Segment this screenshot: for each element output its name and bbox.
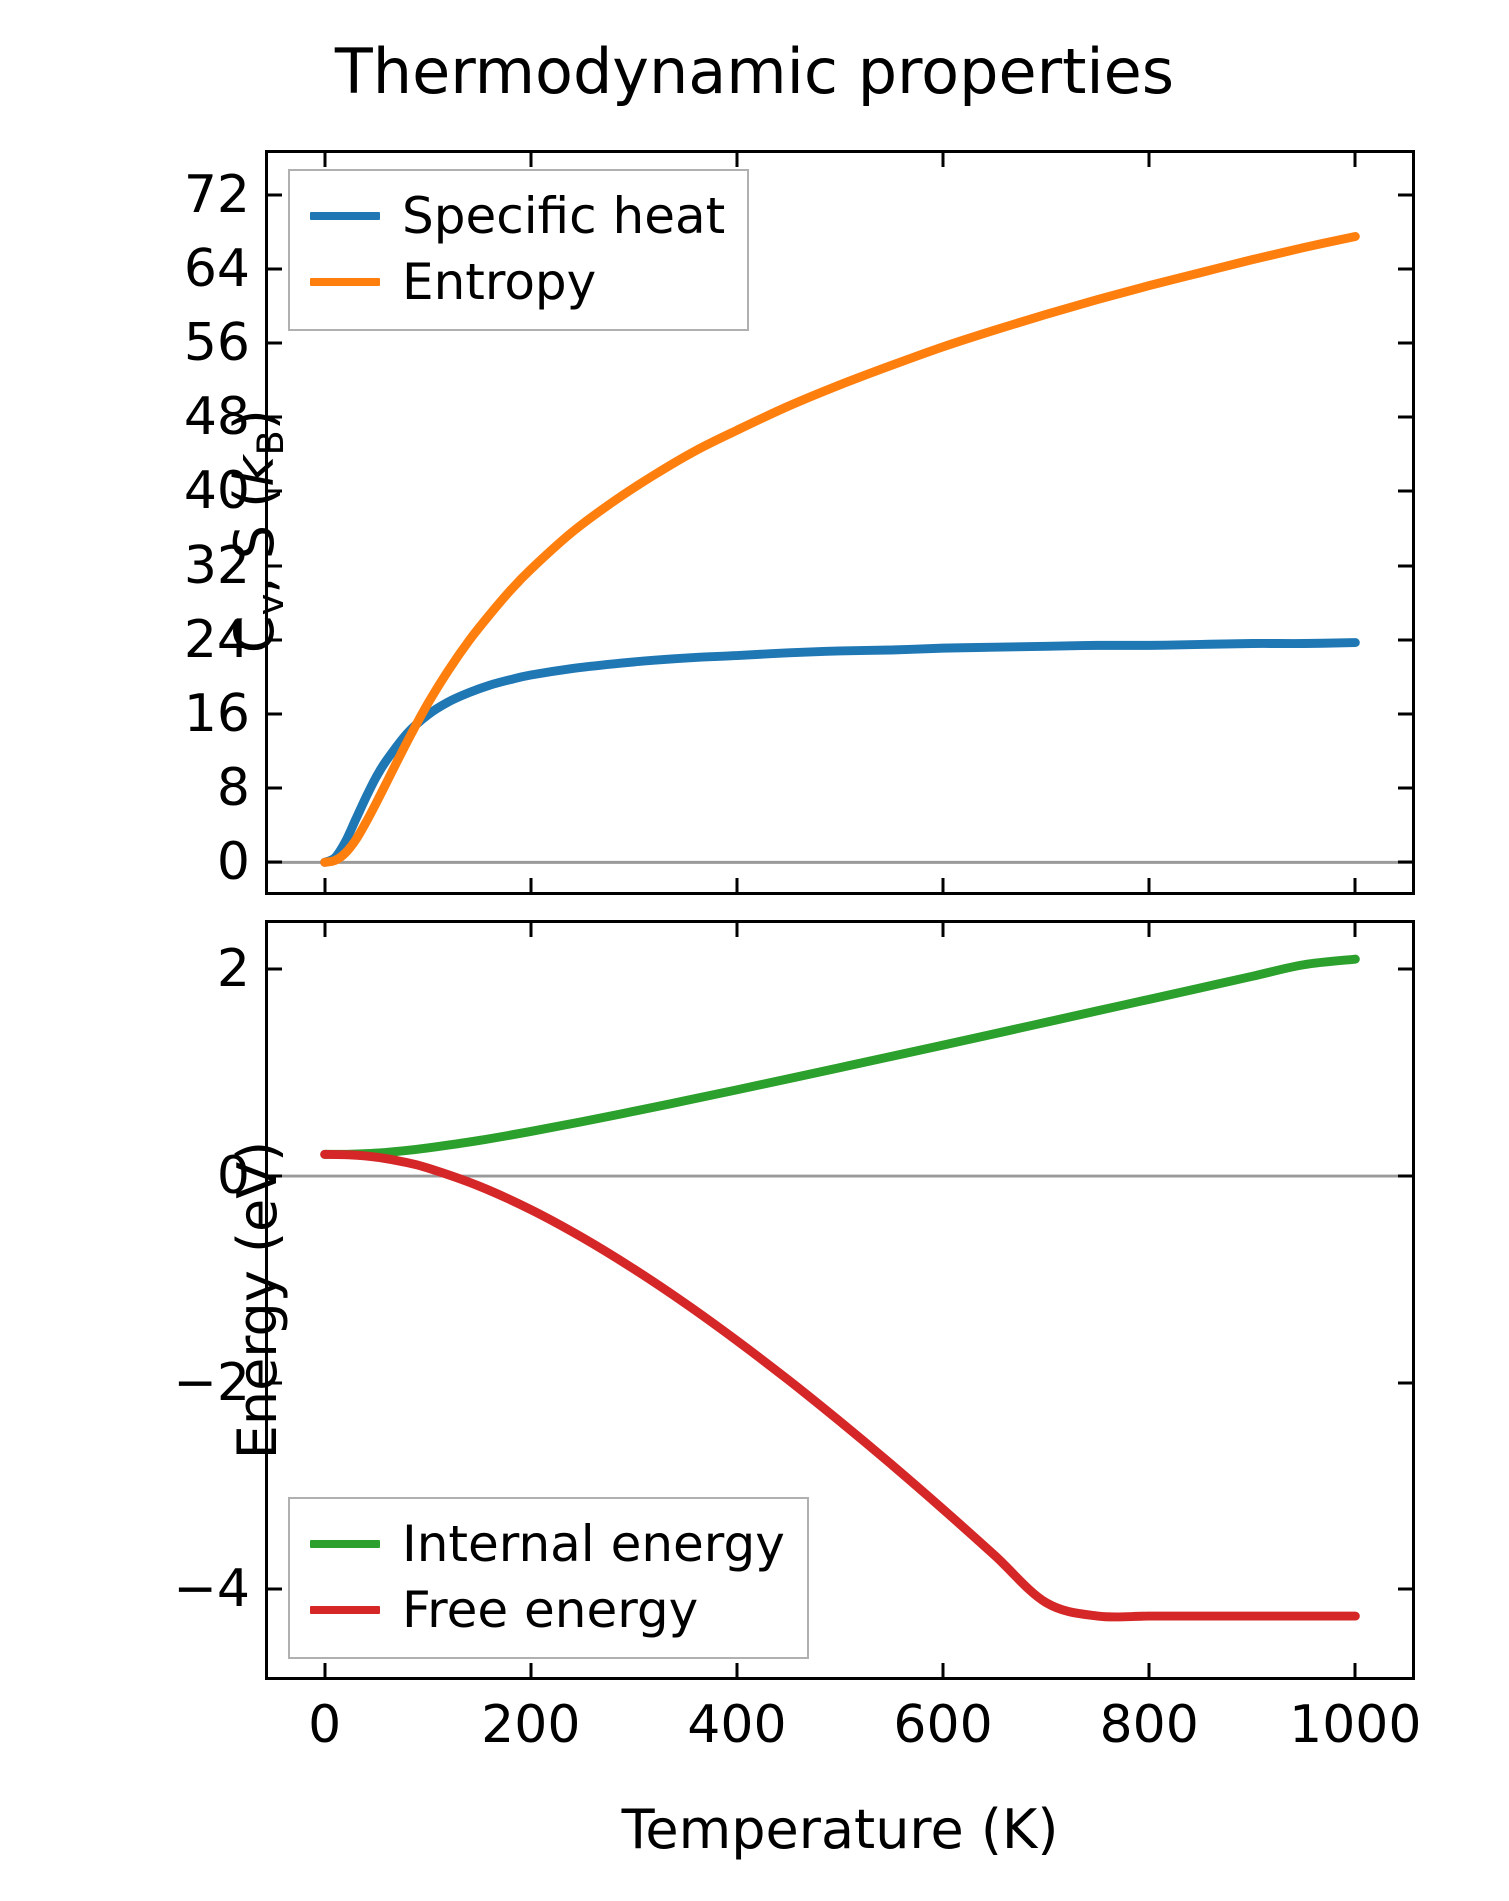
- legend-item[interactable]: Entropy: [310, 249, 725, 315]
- x-tick-mark: [1353, 878, 1357, 892]
- x-tick-label: 200: [481, 1695, 581, 1755]
- legend-swatch-free-energy: [310, 1606, 380, 1614]
- y-tick-label: 2: [216, 939, 250, 1000]
- x-tick-mark: [1147, 878, 1151, 892]
- x-tick-mark: [529, 1663, 533, 1677]
- y-tick-mark: [1398, 341, 1412, 345]
- x-tick-mark: [941, 878, 945, 892]
- x-tick-mark: [323, 153, 327, 167]
- x-axis-label: Temperature (K): [621, 1798, 1059, 1861]
- y-tick-mark: [268, 489, 282, 493]
- legend-label-entropy: Entropy: [402, 253, 597, 311]
- y-tick-mark: [1398, 712, 1412, 716]
- legend-label-free-energy: Free energy: [402, 1581, 699, 1639]
- y-tick-mark: [1398, 638, 1412, 642]
- x-tick-mark: [735, 923, 739, 937]
- y-tick-label: 0: [216, 832, 250, 893]
- top-plot-lines: [268, 231, 1412, 867]
- x-tick-mark: [323, 878, 327, 892]
- x-tick-mark: [941, 923, 945, 937]
- legend-label-internal-energy: Internal energy: [402, 1515, 785, 1573]
- y-tick-label: 8: [216, 758, 250, 819]
- x-tick-mark: [529, 878, 533, 892]
- top-plot-legend: Specific heat Entropy: [288, 169, 750, 331]
- y-tick-label: 72: [183, 164, 250, 225]
- y-tick-label: 0: [216, 1146, 250, 1207]
- x-tick-mark: [1353, 153, 1357, 167]
- x-tick-mark: [735, 1663, 739, 1677]
- x-tick-label: 1000: [1289, 1695, 1422, 1755]
- y-tick-label: 32: [183, 535, 250, 596]
- x-tick-mark: [735, 878, 739, 892]
- x-tick-mark: [529, 153, 533, 167]
- bottom-plot-legend: Internal energy Free energy: [288, 1497, 809, 1659]
- y-tick-label: 48: [183, 387, 250, 448]
- legend-item[interactable]: Internal energy: [310, 1511, 785, 1577]
- y-tick-mark: [268, 638, 282, 642]
- y-tick-mark: [268, 341, 282, 345]
- x-tick-label: 600: [893, 1695, 993, 1755]
- x-tick-label: 400: [687, 1695, 787, 1755]
- y-tick-mark: [268, 564, 282, 568]
- y-tick-label: 40: [183, 461, 250, 522]
- y-tick-label: 64: [183, 238, 250, 299]
- legend-item[interactable]: Specific heat: [310, 183, 725, 249]
- y-tick-mark: [268, 1587, 282, 1591]
- figure-title: Thermodynamic properties: [334, 35, 1175, 108]
- y-tick-mark: [1398, 564, 1412, 568]
- x-tick-mark: [529, 923, 533, 937]
- top-plot-axes: 0 8 16 24 32 40 48 56 64 72 Cv, S (kB) Specific h…: [184, 150, 1415, 895]
- series-line-internal-energy: [320, 954, 1360, 1159]
- bottom-plot-axes: −4 −2 0 2 0 200 400 600 800 1000 Energy (eV) Int…: [173, 920, 1421, 1753]
- x-tick-label: 0: [308, 1695, 342, 1755]
- y-tick-label: −4: [173, 1559, 250, 1620]
- y-tick-mark: [1398, 1174, 1412, 1178]
- y-tick-mark: [268, 267, 282, 271]
- y-tick-mark: [268, 967, 282, 971]
- y-tick-label: 16: [183, 683, 250, 744]
- x-tick-mark: [735, 153, 739, 167]
- y-tick-mark: [268, 860, 282, 864]
- y-tick-mark: [1398, 860, 1412, 864]
- bottom-plot-lines: [268, 954, 1412, 1622]
- y-tick-mark: [1398, 267, 1412, 271]
- series-line-entropy: [320, 231, 1360, 867]
- x-tick-mark: [941, 153, 945, 167]
- x-tick-mark: [1147, 1663, 1151, 1677]
- y-tick-mark: [268, 786, 282, 790]
- x-tick-mark: [323, 1663, 327, 1677]
- x-tick-label: 800: [1099, 1695, 1199, 1755]
- y-tick-mark: [1398, 193, 1412, 197]
- y-tick-label: 56: [183, 313, 250, 374]
- x-tick-mark: [1353, 1663, 1357, 1677]
- legend-swatch-specific-heat: [310, 212, 380, 220]
- legend-swatch-internal-energy: [310, 1540, 380, 1548]
- y-tick-mark: [268, 712, 282, 716]
- y-tick-mark: [1398, 489, 1412, 493]
- legend-label-specific-heat: Specific heat: [402, 187, 726, 245]
- x-tick-mark: [941, 1663, 945, 1677]
- series-line-free-energy: [320, 1149, 1360, 1622]
- legend-swatch-entropy: [310, 278, 380, 286]
- y-tick-mark: [1398, 786, 1412, 790]
- y-tick-label: 24: [183, 609, 250, 670]
- x-tick-mark: [1147, 923, 1151, 937]
- y-tick-mark: [1398, 967, 1412, 971]
- series-line-specific-heat: [320, 638, 1360, 867]
- x-tick-mark: [1353, 923, 1357, 937]
- y-tick-mark: [268, 415, 282, 419]
- x-tick-mark: [1147, 153, 1151, 167]
- y-tick-mark: [1398, 415, 1412, 419]
- legend-item[interactable]: Free energy: [310, 1577, 785, 1643]
- x-tick-mark: [323, 923, 327, 937]
- y-tick-mark: [1398, 1587, 1412, 1591]
- y-tick-label: −2: [173, 1352, 250, 1413]
- y-tick-mark: [268, 1174, 282, 1178]
- y-tick-mark: [1398, 1381, 1412, 1385]
- y-tick-mark: [268, 1381, 282, 1385]
- bottom-y-axis-label: Energy (eV): [226, 1140, 289, 1460]
- y-tick-mark: [268, 193, 282, 197]
